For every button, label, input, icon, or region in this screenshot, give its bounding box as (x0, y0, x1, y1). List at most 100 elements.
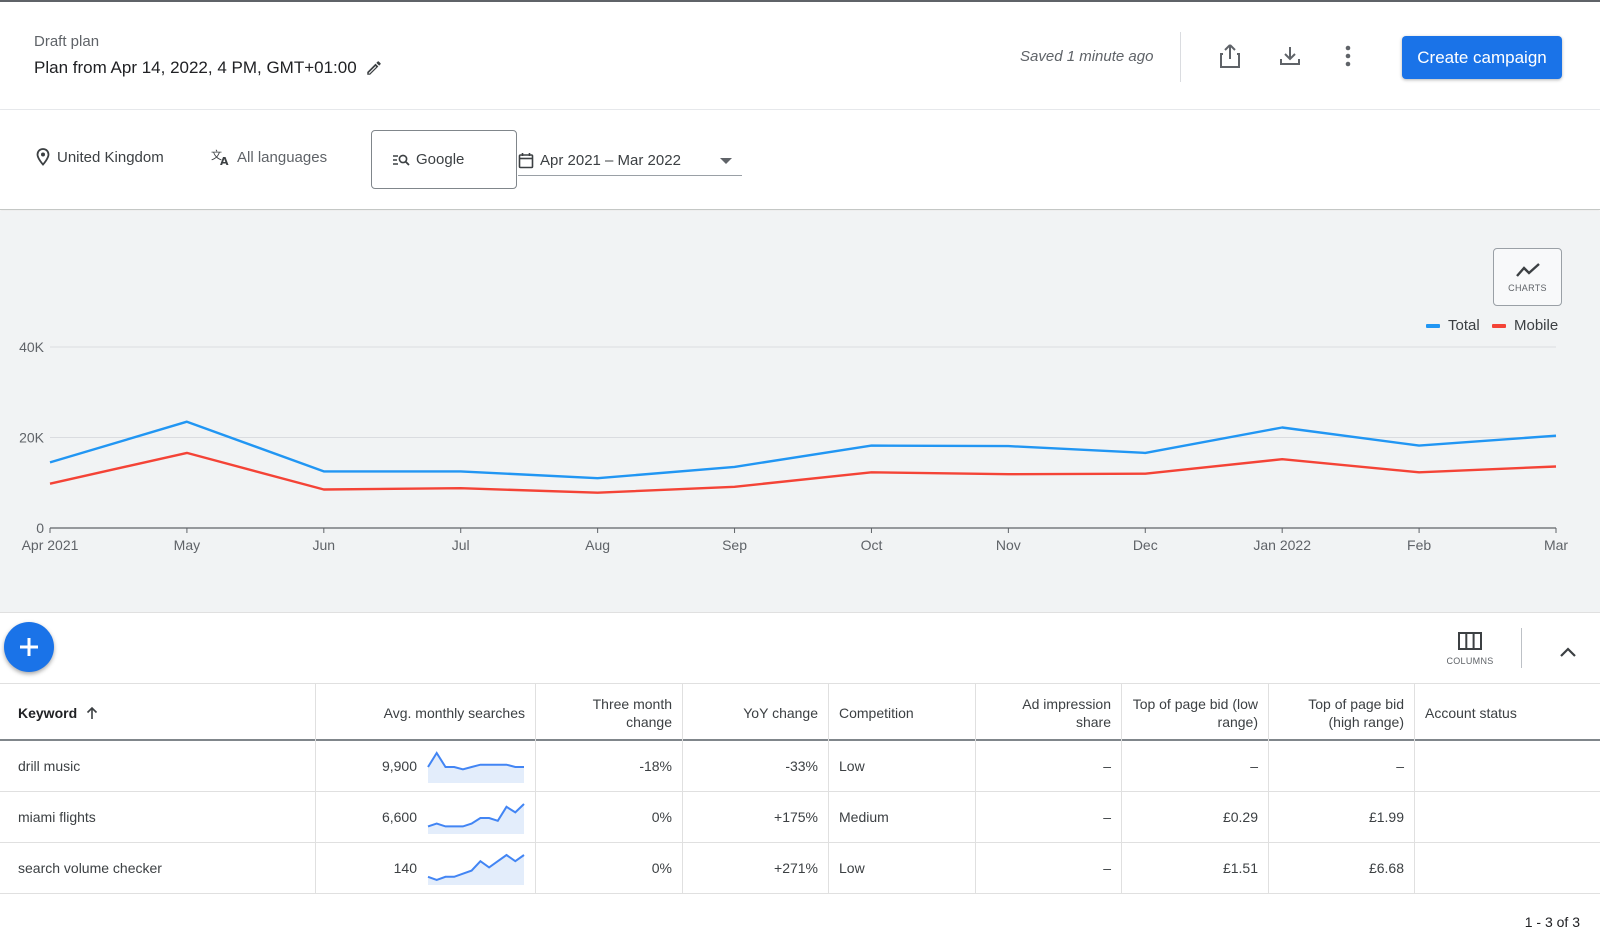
trend-sparkline (427, 803, 525, 834)
sparkline-area (428, 855, 524, 885)
x-tick-label: Sep (722, 537, 747, 553)
cell-keyword: search volume checker (0, 843, 316, 893)
trend-sparkline (427, 853, 525, 885)
cell-yoy: +271% (683, 843, 829, 893)
plan-title-text: Plan from Apr 14, 2022, 4 PM, GMT+01:00 (34, 58, 357, 77)
search-network-icon (393, 154, 410, 166)
chevron-up-icon (1560, 647, 1576, 657)
y-tick-label: 0 (36, 520, 44, 536)
legend-mobile: Mobile (1492, 317, 1558, 334)
chevron-down-icon (720, 158, 732, 164)
header-divider (1180, 32, 1181, 82)
columns-button[interactable]: COLUMNS (1440, 626, 1500, 672)
location-label: United Kingdom (57, 148, 164, 166)
cell-impression-share: – (976, 792, 1122, 842)
legend-total: Total (1426, 317, 1480, 334)
cell-yoy: +175% (683, 792, 829, 842)
svg-text:文: 文 (211, 148, 222, 162)
columns-icon (1458, 632, 1482, 650)
charts-toggle-button[interactable]: CHARTS (1493, 248, 1562, 306)
columns-label: COLUMNS (1446, 656, 1494, 666)
x-tick-label: Jan 2022 (1253, 537, 1311, 553)
svg-text:A: A (220, 155, 229, 166)
legend-swatch-total (1426, 323, 1440, 328)
create-campaign-button[interactable]: Create campaign (1402, 36, 1562, 79)
trend-sparkline (427, 751, 524, 783)
cell-impression-share: – (976, 843, 1122, 893)
keyword-table: Keyword Avg. monthly searches Three mont… (0, 683, 1600, 894)
sparkline-area (428, 753, 524, 783)
line-chart: 0 20K 40K Apr 2021 May Jun Jul Aug Sep Oct Nov Dec J… (19, 339, 1568, 553)
x-tick-label: Feb (1407, 537, 1431, 553)
header-keyword[interactable]: Keyword (0, 684, 316, 741)
table-row[interactable]: drill music 9,900 -18% -33% Low – – – (0, 741, 1600, 792)
cell-bid-low: £1.51 (1122, 843, 1269, 893)
trend-line-icon (1515, 263, 1540, 277)
y-tick-label: 20K (19, 430, 45, 446)
cell-competition: Medium (829, 792, 976, 842)
cell-bid-high: – (1269, 741, 1415, 791)
network-filter[interactable]: Google (371, 130, 517, 189)
location-filter[interactable]: United Kingdom (35, 148, 164, 166)
cell-account-status (1415, 843, 1600, 893)
table-row[interactable]: search volume checker 140 0% +271% Low –… (0, 843, 1600, 894)
more-vert-icon[interactable] (1328, 36, 1368, 76)
cell-three-month: -18% (536, 741, 683, 791)
toolbar-divider (1521, 628, 1522, 668)
share-icon[interactable] (1210, 36, 1250, 76)
header-avg-searches[interactable]: Avg. monthly searches (316, 684, 536, 741)
series-line-total (49, 420, 1557, 480)
x-tick-label: Aug (585, 537, 610, 553)
cell-three-month: 0% (536, 843, 683, 893)
cell-impression-share: – (976, 741, 1122, 791)
sparkline-line (427, 751, 524, 771)
header-yoy[interactable]: YoY change (683, 684, 829, 741)
cell-keyword: miami flights (0, 792, 316, 842)
cell-competition: Low (829, 843, 976, 893)
search-volume-chart: 0 20K 40K Apr 2021 May Jun Jul Aug Sep Oct Nov Dec J… (0, 211, 1600, 613)
cell-avg-searches: 140 (316, 843, 536, 893)
x-tick-label: Jun (313, 537, 336, 553)
x-tick-label: Mar (1544, 537, 1568, 553)
add-keyword-button[interactable] (4, 622, 54, 672)
header-bid-high[interactable]: Top of page bid (high range) (1269, 684, 1415, 741)
date-range-select[interactable]: Apr 2021 – Mar 2022 (518, 146, 742, 176)
cell-bid-low: – (1122, 741, 1269, 791)
language-label: All languages (237, 148, 328, 166)
x-tick-label: Jul (452, 537, 470, 553)
y-tick-label: 40K (19, 339, 45, 355)
network-label: Google (416, 151, 465, 168)
location-pin-icon (36, 148, 50, 166)
translate-icon: 文A (211, 148, 229, 166)
plus-icon (20, 638, 38, 656)
collapse-button[interactable] (1550, 634, 1586, 670)
header-impression-share[interactable]: Ad impression share (976, 684, 1122, 741)
header-keyword-label: Keyword (18, 704, 78, 721)
pagination-label: 1 - 3 of 3 (1524, 914, 1580, 930)
plan-title: Plan from Apr 14, 2022, 4 PM, GMT+01:00 (34, 58, 383, 78)
table-row[interactable]: miami flights 6,600 0% +175% Medium – £0… (0, 792, 1600, 843)
charts-toggle-label: CHARTS (1508, 283, 1547, 293)
cell-bid-high: £1.99 (1269, 792, 1415, 842)
header-bid-low[interactable]: Top of page bid (low range) (1122, 684, 1269, 741)
calendar-icon (518, 153, 534, 169)
cell-avg-searches: 6,600 (316, 792, 536, 842)
series-line-mobile (49, 451, 1557, 494)
legend-label-total: Total (1448, 317, 1480, 334)
header-three-month[interactable]: Three month change (536, 684, 683, 741)
pencil-icon[interactable] (365, 59, 383, 77)
sort-arrow-up-icon (87, 706, 98, 719)
legend-swatch-mobile (1492, 323, 1506, 328)
download-icon[interactable] (1270, 36, 1310, 76)
saved-status: Saved 1 minute ago (1020, 48, 1154, 65)
header-account-status[interactable]: Account status (1425, 704, 1517, 721)
cell-yoy: -33% (683, 741, 829, 791)
cell-bid-low: £0.29 (1122, 792, 1269, 842)
cell-three-month: 0% (536, 792, 683, 842)
cell-keyword: drill music (0, 741, 316, 791)
cell-competition: Low (829, 741, 976, 791)
header-competition[interactable]: Competition (829, 684, 976, 741)
x-tick-label: Apr 2021 (22, 537, 79, 553)
